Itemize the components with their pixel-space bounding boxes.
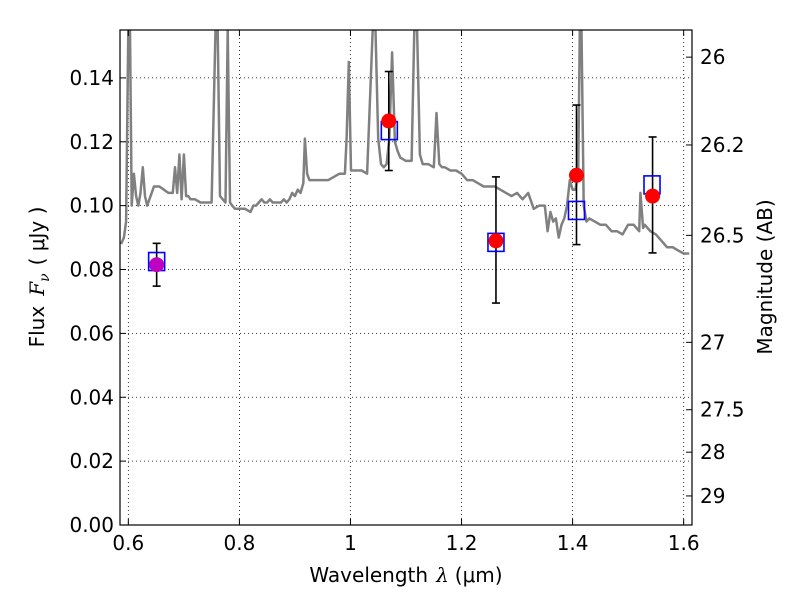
- y-tick-label: 0.12: [69, 130, 114, 154]
- x-tick-label: 0.6: [112, 531, 144, 555]
- x-tick-label: 1: [344, 531, 357, 555]
- x-tick-label: 1.6: [668, 531, 700, 555]
- y-tick-label: 0.06: [69, 321, 114, 345]
- y-axis-label: Flux Fν ( μJy ): [25, 207, 53, 348]
- y-axis-symbol: F: [25, 281, 49, 297]
- y2-tick-label: 29: [700, 484, 725, 508]
- observed-flux-point: [381, 113, 397, 129]
- plot-frame: [119, 29, 693, 526]
- model-square-point: [567, 200, 586, 221]
- observed-flux-point: [149, 257, 165, 273]
- y-tick-label: 0.08: [69, 258, 114, 282]
- observed-flux-point: [488, 233, 504, 249]
- y-axis-title: Flux: [25, 306, 49, 348]
- x-axis-unit: (μm): [455, 563, 503, 587]
- y2-tick-label: 28: [700, 440, 725, 464]
- plot-background: [120, 30, 692, 525]
- observed-flux-point: [568, 167, 584, 183]
- y2-tick-label: 26: [700, 45, 725, 69]
- x-axis-symbol: λ: [435, 563, 449, 587]
- observed-flux-point: [645, 188, 661, 204]
- y2-tick-label: 27: [700, 330, 725, 354]
- x-tick-label: 1.2: [446, 531, 478, 555]
- circle-layer: [149, 113, 661, 273]
- y-tick-label: 0.02: [69, 449, 114, 473]
- y-tick-label: 0.00: [69, 513, 114, 537]
- y2-tick-label: 27.5: [700, 398, 745, 422]
- y-tick-label: 0.14: [69, 66, 114, 90]
- spectrum-line: [120, 30, 690, 255]
- x-tick-label: 1.4: [557, 531, 589, 555]
- tick-layer: 0.6 0.8 1 1.2 1.4 1.6 0.00 0.02 0.04 0.06 0.08 0.10…: [69, 30, 745, 555]
- y-axis-unit: ( μJy ): [25, 207, 49, 266]
- x-tick-label: 0.8: [223, 531, 255, 555]
- y2-axis-label: Magnitude (AB): [753, 199, 777, 354]
- x-axis-title: Wavelength: [309, 563, 428, 587]
- y-tick-label: 0.10: [69, 194, 114, 218]
- y-axis-subscript: ν: [37, 273, 53, 282]
- y2-tick-label: 26.5: [700, 223, 745, 247]
- y2-tick-label: 26.2: [700, 133, 745, 157]
- y-tick-label: 0.04: [69, 385, 114, 409]
- x-axis-label: Wavelength λ (μm): [309, 563, 502, 587]
- spectrum-layer: [120, 30, 690, 255]
